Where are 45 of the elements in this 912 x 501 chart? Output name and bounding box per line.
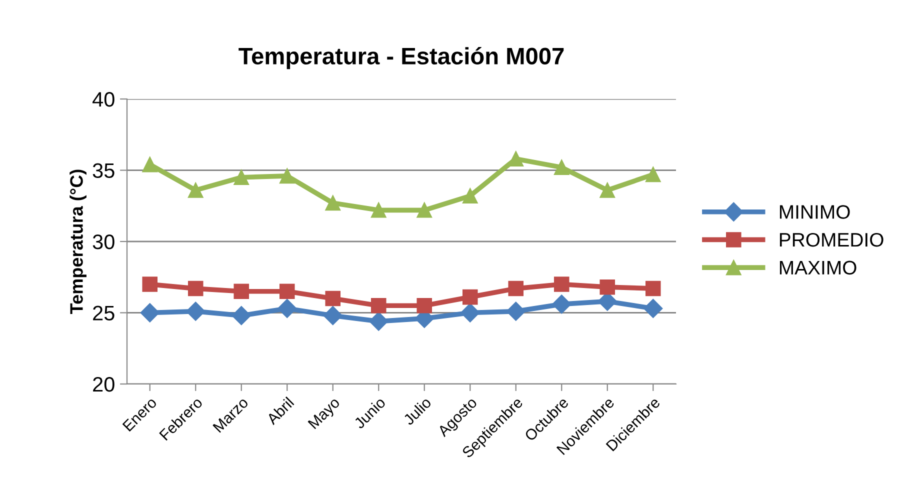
point <box>234 170 250 186</box>
point <box>508 280 524 296</box>
point <box>508 151 524 166</box>
chart-title: Temperatura - Estación M007 <box>238 46 564 70</box>
point <box>323 306 342 326</box>
point <box>188 182 204 198</box>
point <box>232 306 251 326</box>
legend-label: PROMEDIO <box>780 232 884 247</box>
y-tick-label: 20 <box>93 377 114 392</box>
point <box>142 156 158 172</box>
point <box>370 202 386 218</box>
point <box>140 303 160 322</box>
x-tick-label: Julio <box>402 396 432 426</box>
point <box>645 166 661 182</box>
point <box>644 298 663 318</box>
point <box>600 182 616 198</box>
point <box>645 280 661 296</box>
legend-label: MAXIMO <box>780 260 856 275</box>
point <box>325 195 341 211</box>
point <box>279 284 295 300</box>
point <box>186 302 206 321</box>
point <box>462 289 478 305</box>
point <box>552 294 572 314</box>
y-tick-label: 25 <box>93 306 114 321</box>
point <box>506 302 526 321</box>
point <box>325 290 341 306</box>
point <box>416 298 432 314</box>
y-axis-title: Temperatura (°C) <box>70 170 86 314</box>
y-tick-label: 30 <box>92 234 114 250</box>
point <box>278 298 297 318</box>
point <box>188 280 204 296</box>
y-tick-label: 35 <box>92 163 114 178</box>
point <box>369 312 388 331</box>
point <box>370 298 386 314</box>
point <box>416 202 432 218</box>
point <box>600 279 616 295</box>
point <box>279 168 295 184</box>
point <box>554 160 570 176</box>
point <box>460 303 480 322</box>
point <box>234 284 250 300</box>
point <box>462 188 478 204</box>
point <box>554 276 570 292</box>
point <box>142 276 158 292</box>
y-tick-label: 40 <box>92 92 114 107</box>
legend-label: MINIMO <box>780 205 850 219</box>
